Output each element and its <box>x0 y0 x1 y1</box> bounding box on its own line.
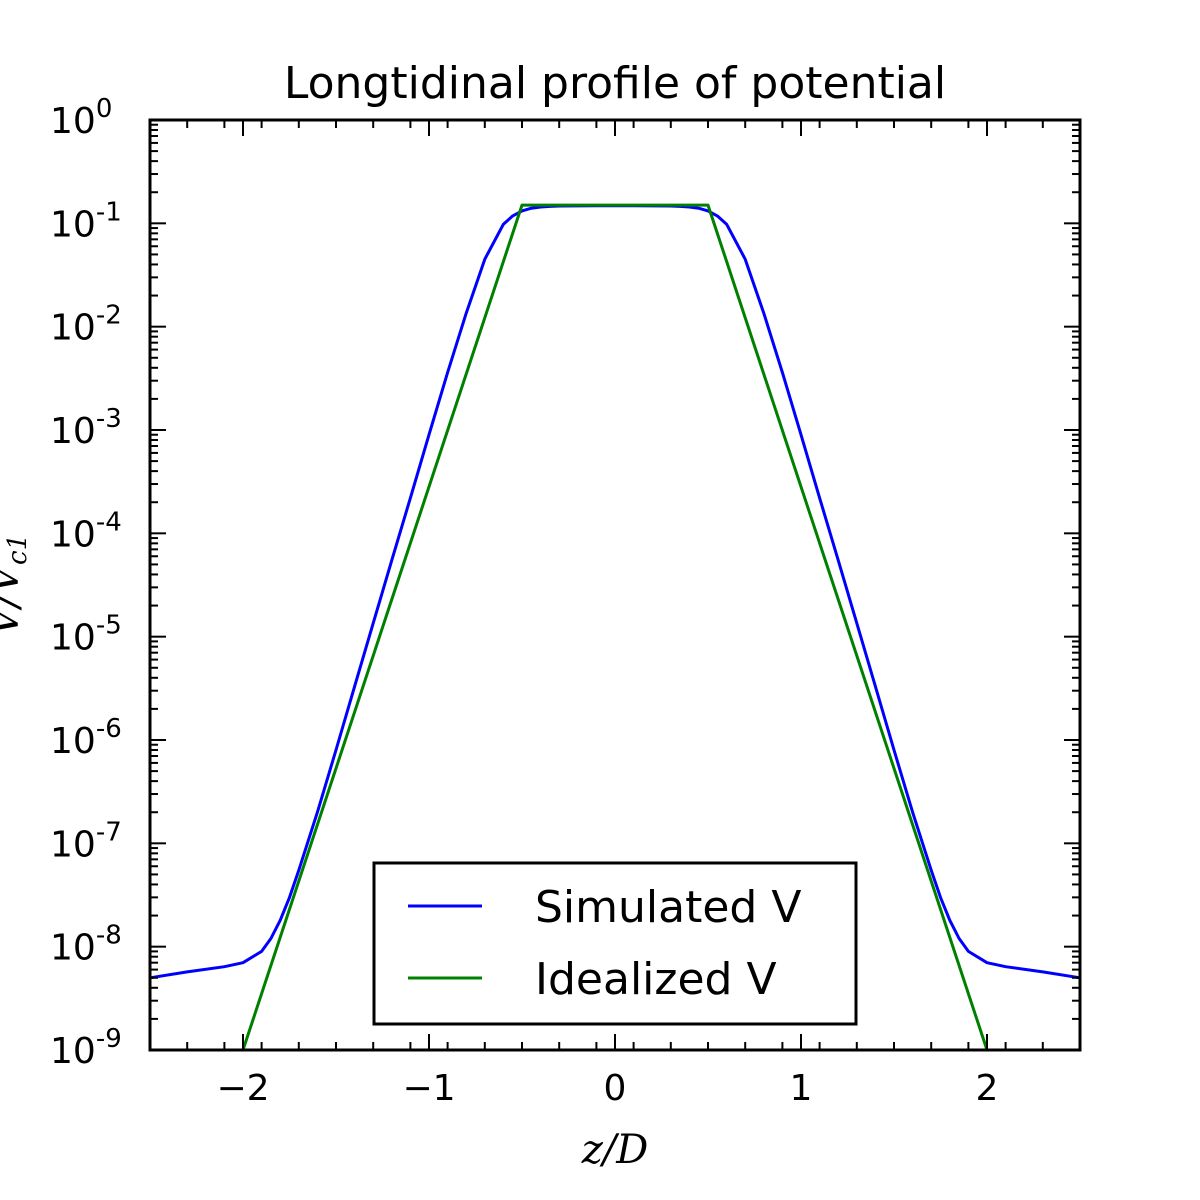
y-tick-label: 10-6 <box>50 714 122 762</box>
x-tick-label: 1 <box>790 1068 813 1109</box>
y-tick-label: 100 <box>50 94 112 142</box>
legend-entry-label: Idealized V <box>535 954 777 1005</box>
x-tick-label: −1 <box>402 1068 455 1109</box>
plot-lines <box>149 203 1081 1051</box>
y-tick-label: 10-2 <box>50 301 122 349</box>
y-tick-label: 10-3 <box>50 404 122 452</box>
legend: Simulated V Idealized V <box>372 861 858 1026</box>
y-tick-labels: 100 10-1 10-2 10-3 10-4 10-5 10-6 10-7 10-8 10-9 <box>50 94 122 1072</box>
y-tick-label: 10-7 <box>50 817 122 865</box>
y-tick-label: 10-4 <box>50 507 122 555</box>
x-tick-labels: −2 −1 0 1 2 <box>216 1068 998 1109</box>
y-tick-label: 10-1 <box>50 197 122 245</box>
x-axis-label: z/D <box>581 1127 649 1173</box>
x-tick-label: 0 <box>604 1068 627 1109</box>
x-tick-label: −2 <box>216 1068 269 1109</box>
x-tick-label: 2 <box>976 1068 999 1109</box>
y-tick-label: 10-5 <box>50 611 122 659</box>
plot-frame <box>148 118 1082 1052</box>
y-axis-label: V/Vc1 <box>0 534 33 636</box>
legend-box <box>372 861 858 1026</box>
series-line-1 <box>241 203 989 1051</box>
chart-title: Longtidinal profile of potential <box>284 58 946 109</box>
legend-entry-label: Simulated V <box>535 882 801 933</box>
y-tick-label: 10-8 <box>50 921 122 969</box>
y-tick-label: 10-9 <box>50 1024 122 1072</box>
